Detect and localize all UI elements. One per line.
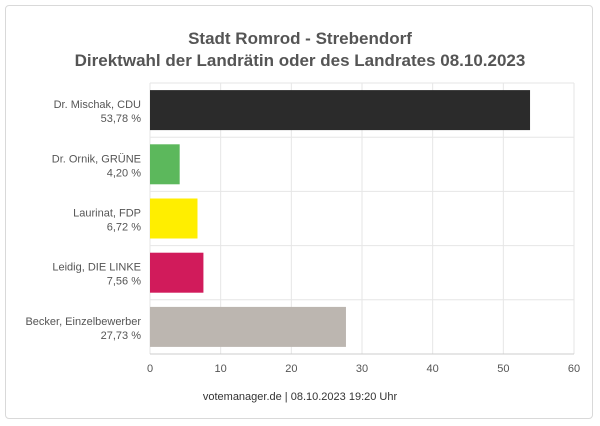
- bar: [150, 252, 204, 293]
- chart-title: Stadt Romrod - Strebendorf: [188, 29, 412, 48]
- x-tick-label: 60: [568, 363, 580, 375]
- x-tick-label: 10: [215, 363, 227, 375]
- chart-card: [5, 5, 593, 419]
- chart-subtitle: Direktwahl der Landrätin oder des Landra…: [74, 51, 526, 70]
- category-label: Dr. Mischak, CDU: [54, 99, 141, 111]
- bar: [150, 144, 180, 185]
- category-label: Laurinat, FDP: [73, 208, 141, 220]
- x-tick-label: 40: [427, 363, 439, 375]
- x-tick-label: 20: [285, 363, 297, 375]
- value-label: 7,56 %: [107, 276, 141, 288]
- value-label: 6,72 %: [107, 222, 141, 234]
- x-tick-label: 0: [147, 363, 153, 375]
- value-label: 27,73 %: [101, 330, 142, 342]
- category-label: Leidig, DIE LINKE: [52, 262, 141, 274]
- category-label: Becker, Einzelbewerber: [25, 316, 141, 328]
- category-label: Dr. Ornik, GRÜNE: [52, 153, 141, 165]
- bar: [150, 198, 198, 239]
- x-tick-label: 30: [356, 363, 368, 375]
- value-label: 53,78 %: [101, 113, 142, 125]
- x-tick-label: 50: [497, 363, 509, 375]
- value-label: 4,20 %: [107, 167, 141, 179]
- bar: [150, 90, 531, 131]
- chart-footer: votemanager.de | 08.10.2023 19:20 Uhr: [202, 391, 398, 403]
- bar: [150, 306, 346, 347]
